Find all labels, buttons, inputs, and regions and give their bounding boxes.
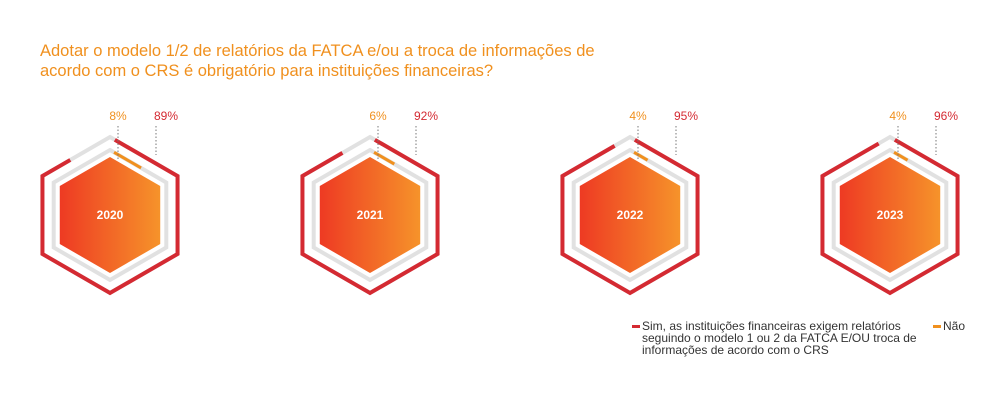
nao-value-label-2021: 6% xyxy=(369,109,387,123)
year-label-2022: 2022 xyxy=(617,208,644,222)
hex-group-2021: 2021 6% 92% xyxy=(300,109,440,296)
sim-arc-2023 xyxy=(820,138,960,296)
sim-value-label-2020: 89% xyxy=(154,109,178,123)
legend-label-nao: Não xyxy=(943,319,966,333)
legend-label-sim: Sim, as instituições financeiras exigem … xyxy=(642,319,917,357)
hex-group-2023: 2023 4% 96% xyxy=(820,109,960,296)
year-label-2021: 2021 xyxy=(357,208,384,222)
hex-inner-track xyxy=(311,147,429,283)
legend-swatch-nao xyxy=(933,325,941,328)
hex-group-2022: 2022 4% 95% xyxy=(560,109,700,296)
nao-arc-2023 xyxy=(893,151,909,162)
nao-value-label-2022: 4% xyxy=(629,109,647,123)
sim-arc-2022 xyxy=(560,138,700,296)
year-label-2023: 2023 xyxy=(877,208,904,222)
hex-fill-2021 xyxy=(319,157,421,273)
nao-value-label-2020: 8% xyxy=(109,109,127,123)
year-label-2020: 2020 xyxy=(97,208,124,222)
legend-swatch-sim xyxy=(632,325,640,328)
nao-value-label-2023: 4% xyxy=(889,109,907,123)
nao-arc-2022 xyxy=(633,151,649,162)
hex-fill-2023 xyxy=(839,157,941,273)
hex-fill-2020 xyxy=(59,157,161,273)
hex-inner-track xyxy=(51,147,169,283)
sim-value-label-2023: 96% xyxy=(934,109,958,123)
sim-value-label-2021: 92% xyxy=(414,109,438,123)
nao-arc-2020 xyxy=(113,151,142,170)
sim-arc-2020 xyxy=(40,138,180,296)
hex-fill-2022 xyxy=(579,157,681,273)
sim-value-label-2022: 95% xyxy=(674,109,698,123)
hex-group-2020: 2020 8% 89% xyxy=(40,109,180,296)
chart-title: Adotar o modelo 1/2 de relatórios da FAT… xyxy=(40,42,595,80)
sim-arc-2021 xyxy=(300,138,440,296)
nao-arc-2021 xyxy=(373,151,396,166)
hex-inner-track xyxy=(831,147,949,283)
hex-inner-track xyxy=(571,147,689,283)
